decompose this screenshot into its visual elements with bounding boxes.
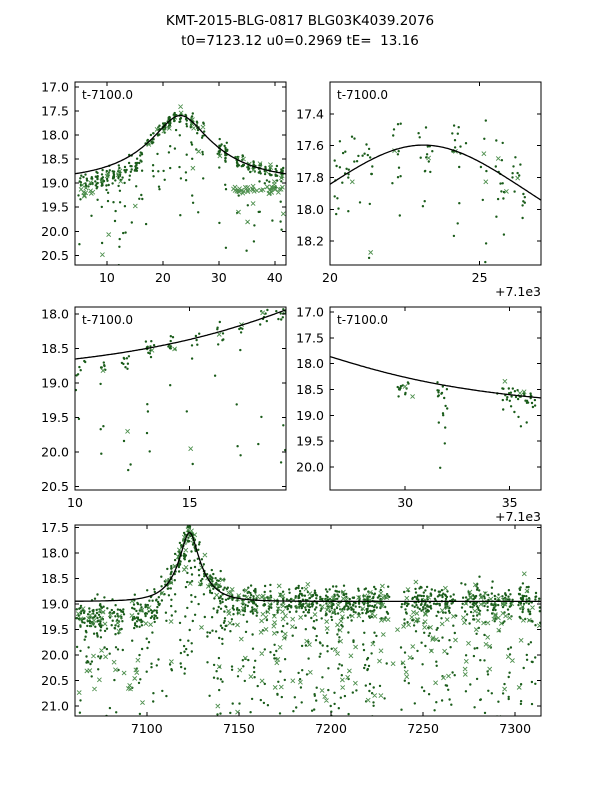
panel-inner-label: t-7100.0 xyxy=(82,88,133,102)
panel-inner-label: t-7100.0 xyxy=(337,88,388,102)
x-tick-label: 7250 xyxy=(407,721,439,736)
axes-box xyxy=(74,306,287,491)
panel-zoom-fall: 30 35 17.0 17.5 18.0 18.5 19.0 19.5 20.0 t-7100.0… xyxy=(296,305,542,524)
y-tick-label: 19.0 xyxy=(41,596,69,611)
figure-subtitle: t0=7123.12 u0=0.2969 tE= 13.16 xyxy=(181,33,419,49)
y-tick-label: 21.0 xyxy=(41,698,69,713)
data-layer xyxy=(75,307,286,472)
x-axis-offset-label: +7.1e3 xyxy=(495,509,541,524)
y-tick-label: 19.5 xyxy=(296,434,324,449)
axes-box xyxy=(329,81,542,266)
panel-inner-label: t-7100.0 xyxy=(82,313,133,327)
tick-marks xyxy=(74,307,286,490)
y-tick-label: 17.5 xyxy=(41,520,69,535)
y-tick-label: 17.8 xyxy=(296,170,324,185)
tick-marks xyxy=(329,82,541,265)
x-tick-label: 10 xyxy=(67,495,83,510)
model-curve xyxy=(75,309,286,360)
y-tick-label: 18.0 xyxy=(296,202,324,217)
model-curve xyxy=(330,355,541,399)
data-layer xyxy=(75,525,541,716)
y-tick-label: 20.5 xyxy=(41,479,69,494)
y-tick-label: 20.5 xyxy=(41,248,69,263)
axes-box xyxy=(329,306,542,491)
y-tick-label: 18.0 xyxy=(41,306,69,321)
y-tick-label: 19.5 xyxy=(41,200,69,215)
x-tick-label: 7300 xyxy=(499,721,531,736)
y-tick-label: 20.0 xyxy=(41,647,69,662)
outlier-x-markers xyxy=(78,104,286,258)
data-points xyxy=(75,525,541,716)
y-tick-label: 18.0 xyxy=(41,546,69,561)
y-tick-label: 17.4 xyxy=(296,106,324,121)
y-tick-label: 19.0 xyxy=(296,408,324,423)
y-tick-label: 18.2 xyxy=(296,234,324,249)
x-tick-label: 25 xyxy=(472,270,488,285)
tick-marks xyxy=(330,307,541,490)
data-layer xyxy=(330,355,541,469)
axes-box xyxy=(74,81,287,266)
y-tick-label: 19.0 xyxy=(41,376,69,391)
data-layer xyxy=(330,119,541,264)
y-tick-label: 17.0 xyxy=(41,79,69,94)
y-tick-label: 18.5 xyxy=(41,571,69,586)
panel-zoom-rise: 10 15 18.0 18.5 19.0 19.5 20.0 20.5 t-7100.0 xyxy=(41,306,287,510)
outlier-x-markers xyxy=(402,378,527,399)
y-tick-label: 20.0 xyxy=(41,445,69,460)
y-tick-label: 17.6 xyxy=(296,138,324,153)
figure-title: KMT-2015-BLG-0817 BLG03K4039.2076 xyxy=(165,13,435,29)
y-tick-label: 18.5 xyxy=(296,382,324,397)
y-tick-label: 18.0 xyxy=(41,128,69,143)
x-tick-label: 7200 xyxy=(315,721,347,736)
panel-zoom-rise-peak-fall: 10 20 30 40 17.0 17.5 18.0 18.5 19.0 19.5 20.0 20.5… xyxy=(41,79,287,285)
tick-marks xyxy=(75,82,286,265)
model-curve xyxy=(75,531,541,603)
y-tick-label: 19.5 xyxy=(41,622,69,637)
y-tick-label: 20.0 xyxy=(41,224,69,239)
x-tick-label: 30 xyxy=(397,495,413,510)
y-tick-label: 20.0 xyxy=(296,459,324,474)
data-points xyxy=(333,119,527,264)
panel-inner-label: t-7100.0 xyxy=(337,313,388,327)
outlier-x-markers xyxy=(349,148,521,255)
y-tick-label: 18.5 xyxy=(41,341,69,356)
data-layer xyxy=(75,104,286,265)
y-tick-label: 17.5 xyxy=(296,330,324,345)
tick-marks xyxy=(75,525,541,716)
y-tick-label: 17.0 xyxy=(296,305,324,320)
x-axis-offset-label: +7.1e3 xyxy=(495,284,541,299)
outlier-x-markers xyxy=(75,527,541,716)
model-curve xyxy=(330,144,541,201)
y-tick-label: 18.0 xyxy=(296,356,324,371)
x-tick-label: 20 xyxy=(322,270,338,285)
y-tick-label: 20.5 xyxy=(41,673,69,688)
panel-full-light-curve: 7100 7150 7200 7250 7300 17.5 18.0 18.5 19.0 19.5… xyxy=(41,520,542,736)
y-tick-label: 17.5 xyxy=(41,103,69,118)
x-tick-label: 30 xyxy=(211,270,227,285)
panel-zoom-peak: 20 25 17.4 17.6 17.8 18.0 18.2 t-7100.0 +7.1e3 xyxy=(296,81,542,299)
y-tick-label: 18.5 xyxy=(41,152,69,167)
x-tick-label: 20 xyxy=(155,270,171,285)
x-tick-label: 35 xyxy=(502,495,518,510)
y-tick-label: 19.0 xyxy=(41,176,69,191)
data-points xyxy=(75,307,286,472)
x-tick-label: 10 xyxy=(99,270,115,285)
x-tick-label: 7150 xyxy=(223,721,255,736)
x-tick-label: 15 xyxy=(182,495,198,510)
model-curve xyxy=(75,114,286,175)
y-tick-label: 19.5 xyxy=(41,410,69,425)
x-tick-label: 40 xyxy=(267,270,283,285)
x-tick-label: 7100 xyxy=(131,721,163,736)
axes-box xyxy=(74,524,542,717)
